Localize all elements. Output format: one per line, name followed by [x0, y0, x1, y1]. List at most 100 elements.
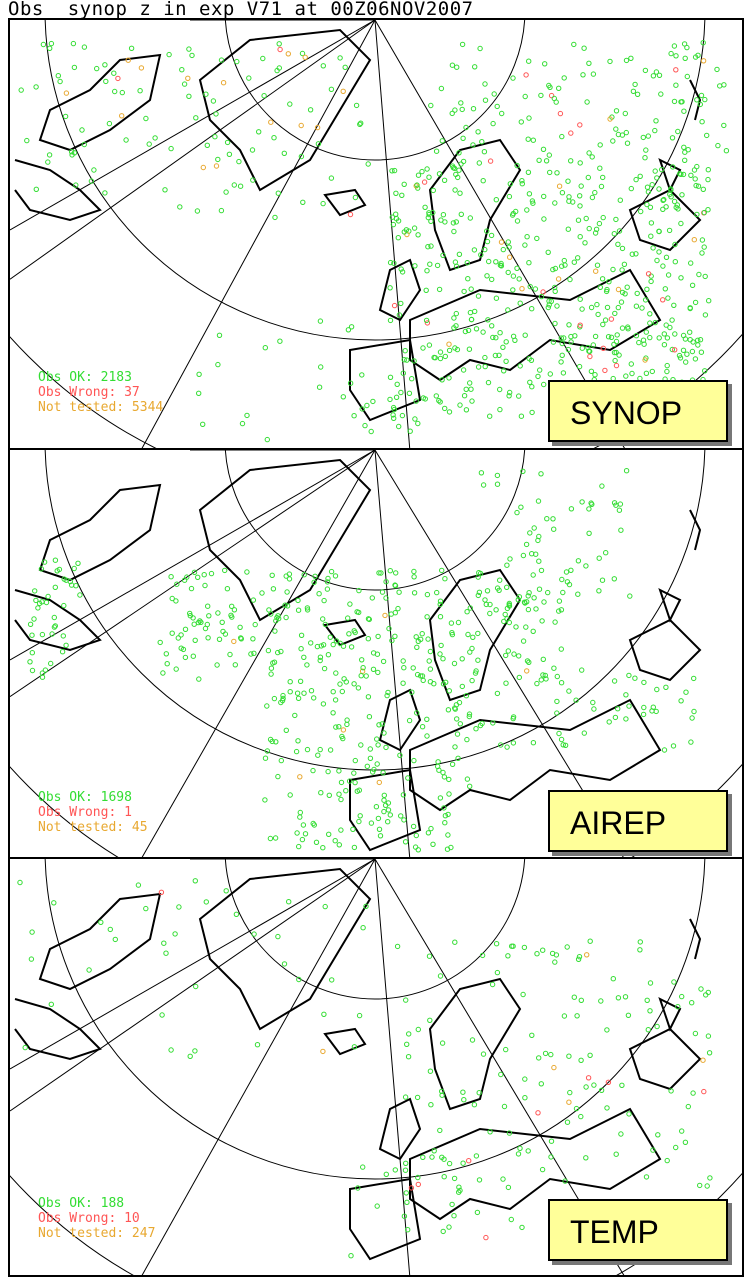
observation-marker: [578, 183, 584, 189]
observation-marker: [487, 158, 494, 164]
observation-marker: [224, 139, 231, 146]
observation-marker: [699, 237, 706, 243]
observation-marker: [506, 1130, 513, 1136]
observation-marker: [515, 1151, 522, 1157]
observation-marker: [29, 667, 36, 674]
observation-marker: [226, 151, 233, 158]
observation-marker: [351, 770, 357, 776]
observation-marker: [577, 122, 583, 128]
observation-marker: [42, 667, 49, 673]
observation-marker: [321, 665, 328, 672]
observation-marker: [420, 345, 426, 351]
observation-marker: [462, 328, 469, 335]
observation-marker: [494, 690, 501, 697]
observation-marker: [413, 183, 419, 189]
observation-marker: [680, 171, 687, 178]
coastline: [14, 589, 102, 652]
observation-marker: [347, 380, 354, 386]
observation-marker: [212, 134, 218, 140]
observation-marker: [294, 830, 300, 836]
observation-marker: [676, 352, 683, 359]
observation-marker: [702, 96, 708, 103]
observation-marker: [598, 183, 605, 190]
observation-marker: [489, 276, 495, 283]
observation-marker: [276, 41, 282, 47]
observation-marker: [595, 311, 601, 318]
observation-marker: [490, 720, 496, 726]
observation-marker: [529, 1032, 535, 1039]
observation-marker: [392, 1167, 398, 1173]
observation-marker: [39, 631, 46, 638]
observation-marker: [363, 903, 369, 909]
observation-marker: [445, 707, 452, 713]
observation-marker: [575, 591, 581, 597]
observation-marker: [458, 211, 464, 218]
observation-marker: [518, 413, 525, 419]
observation-marker: [504, 744, 510, 750]
observation-marker: [577, 234, 583, 240]
coastline: [198, 28, 372, 192]
observation-marker: [355, 685, 362, 691]
observation-marker: [433, 148, 440, 154]
observation-marker: [229, 614, 235, 620]
observation-marker: [424, 320, 431, 326]
observation-marker: [355, 1185, 361, 1191]
observation-marker: [308, 640, 314, 646]
observation-marker: [360, 665, 366, 671]
observation-marker: [653, 69, 660, 75]
observation-marker: [441, 805, 447, 811]
observation-marker: [402, 1167, 409, 1173]
observation-marker: [400, 792, 407, 798]
observation-marker: [466, 713, 472, 720]
observation-marker: [43, 599, 50, 606]
observation-marker: [137, 88, 143, 94]
observation-marker: [410, 665, 416, 671]
observation-marker: [249, 147, 256, 153]
observation-marker: [545, 589, 551, 596]
observation-marker: [615, 286, 622, 293]
observation-marker: [176, 904, 182, 910]
observation-marker: [645, 1027, 651, 1033]
observation-marker: [437, 355, 444, 362]
observation-marker: [300, 199, 306, 206]
observation-marker: [325, 652, 332, 658]
observation-marker: [525, 593, 531, 599]
observation-marker: [442, 820, 448, 826]
observation-marker: [656, 335, 662, 341]
observation-marker: [214, 662, 220, 668]
observation-marker: [494, 481, 501, 487]
observation-marker: [234, 58, 240, 65]
observation-marker: [200, 164, 207, 171]
observation-marker: [507, 254, 513, 260]
observation-marker: [81, 44, 88, 50]
observation-marker: [260, 55, 266, 62]
observation-marker: [231, 638, 237, 645]
observation-marker: [654, 257, 660, 264]
observation-marker: [326, 792, 332, 798]
map-panel-temp: Obs OK: 188 Obs Wrong: 10 Not tested: 24…: [8, 857, 744, 1277]
observation-marker: [699, 250, 705, 256]
observation-marker: [540, 672, 546, 678]
observation-marker: [516, 276, 522, 282]
observation-marker: [525, 169, 532, 176]
observation-marker: [703, 992, 709, 998]
observation-marker: [387, 285, 393, 291]
observation-marker: [610, 266, 616, 273]
observation-marker: [376, 570, 382, 576]
observation-marker: [181, 81, 188, 87]
observation-marker: [705, 989, 711, 996]
observation-marker: [304, 605, 311, 611]
obs-ok-count: Obs OK: 2183: [38, 370, 132, 385]
observation-marker: [380, 658, 387, 665]
observation-marker: [264, 748, 271, 754]
observation-marker: [381, 792, 387, 798]
observation-marker: [475, 657, 481, 663]
observation-marker: [239, 420, 246, 427]
observation-marker: [340, 88, 346, 95]
observation-marker: [673, 53, 679, 59]
observation-marker: [605, 334, 612, 340]
observation-marker: [172, 931, 178, 937]
observation-marker: [193, 983, 199, 990]
observation-marker: [409, 376, 415, 382]
observation-marker: [568, 567, 574, 574]
